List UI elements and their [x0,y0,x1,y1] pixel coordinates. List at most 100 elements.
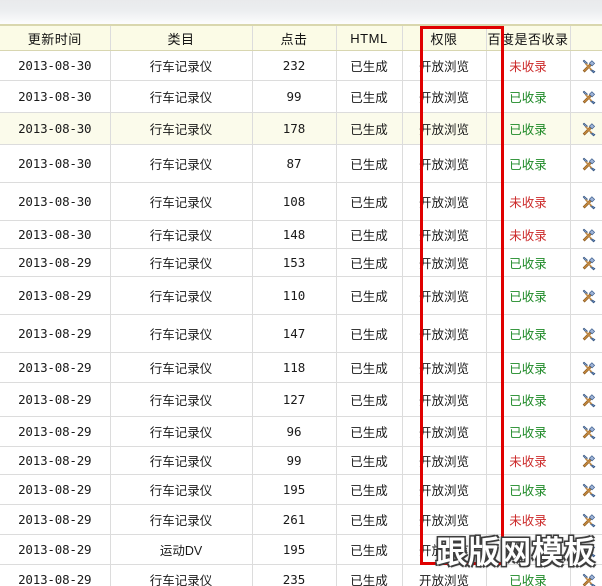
cell-permission: 开放浏览 [402,474,487,505]
column-header-clicks[interactable]: 点击 [252,26,337,51]
cell-html-status: 已生成 [336,474,403,505]
table-row[interactable]: 2013-08-30 行车记录仪 232 已生成 开放浏览 未收录 [0,50,602,81]
table-row[interactable]: 2013-08-30 行车记录仪 148 已生成 开放浏览 未收录 [0,220,602,249]
tools-icon[interactable] [581,360,597,376]
cell-category[interactable]: 运动DV [110,534,253,565]
cell-permission: 开放浏览 [402,534,487,565]
tools-icon[interactable] [581,326,597,342]
cell-operations [570,352,602,383]
cell-category[interactable]: 行车记录仪 [110,112,253,145]
tools-icon[interactable] [581,156,597,172]
tools-icon[interactable] [581,58,597,74]
cell-category[interactable]: 行车记录仪 [110,352,253,383]
cell-html-status: 已生成 [336,534,403,565]
cell-baidu-indexed: 已收录 [486,112,571,145]
cell-update-time: 2013-08-29 [0,352,111,383]
cell-baidu-indexed: 已收录 [486,564,571,586]
table-row[interactable]: 2013-08-29 行车记录仪 235 已生成 开放浏览 已收录 [0,564,602,586]
cell-category[interactable]: 行车记录仪 [110,314,253,353]
tools-icon[interactable] [581,194,597,210]
cell-baidu-indexed: 已收录 [486,248,571,277]
table-top-rule [0,24,602,26]
cell-operations [570,276,602,315]
cell-category[interactable]: 行车记录仪 [110,248,253,277]
column-header-category[interactable]: 类目 [110,26,253,51]
column-header-permission[interactable]: 权限 [402,26,487,51]
table-row[interactable]: 2013-08-29 行车记录仪 99 已生成 开放浏览 未收录 [0,446,602,475]
operations-group [571,121,602,137]
table-row[interactable]: 2013-08-29 行车记录仪 110 已生成 开放浏览 已收录 [0,276,602,315]
cell-operations [570,248,602,277]
tools-icon[interactable] [581,121,597,137]
tools-icon[interactable] [581,572,597,586]
table-row[interactable]: 2013-08-30 行车记录仪 87 已生成 开放浏览 已收录 [0,144,602,183]
cell-category[interactable]: 行车记录仪 [110,564,253,586]
cell-category[interactable]: 行车记录仪 [110,504,253,535]
cell-update-time: 2013-08-30 [0,220,111,249]
cell-baidu-indexed: 未收录 [486,182,571,221]
cell-category[interactable]: 行车记录仪 [110,80,253,113]
cell-baidu-indexed: 未收录 [486,504,571,535]
column-header-baidu_indexed[interactable]: 百度是否收录 [486,26,571,51]
tools-icon[interactable] [581,482,597,498]
table-row[interactable]: 2013-08-30 行车记录仪 99 已生成 开放浏览 已收录 [0,80,602,113]
tools-icon[interactable] [581,512,597,528]
cell-permission: 开放浏览 [402,446,487,475]
table-row[interactable]: 2013-08-29 行车记录仪 147 已生成 开放浏览 已收录 [0,314,602,353]
tools-icon[interactable] [581,424,597,440]
table-row[interactable]: 2013-08-29 运动DV 195 已生成 开放浏览 [0,534,602,565]
cell-baidu-indexed: 已收录 [486,474,571,505]
table-row[interactable]: 2013-08-29 行车记录仪 261 已生成 开放浏览 未收录 [0,504,602,535]
tools-icon[interactable] [581,392,597,408]
cell-category[interactable]: 行车记录仪 [110,276,253,315]
cell-html-status: 已生成 [336,276,403,315]
cell-category[interactable]: 行车记录仪 [110,382,253,417]
table-row[interactable]: 2013-08-29 行车记录仪 153 已生成 开放浏览 已收录 [0,248,602,277]
cell-update-time: 2013-08-29 [0,248,111,277]
cell-category[interactable]: 行车记录仪 [110,220,253,249]
cell-category[interactable]: 行车记录仪 [110,416,253,447]
table-row[interactable]: 2013-08-29 行车记录仪 127 已生成 开放浏览 已收录 [0,382,602,417]
cell-clicks: 235 [252,564,337,586]
cell-baidu-indexed: 已收录 [486,416,571,447]
tools-icon[interactable] [581,255,597,271]
column-header-html[interactable]: HTML [336,26,403,51]
cell-category[interactable]: 行车记录仪 [110,182,253,221]
table-row[interactable]: 2013-08-29 行车记录仪 118 已生成 开放浏览 已收录 [0,352,602,383]
cell-html-status: 已生成 [336,182,403,221]
table-row[interactable]: 2013-08-29 行车记录仪 195 已生成 开放浏览 已收录 [0,474,602,505]
column-header-update_time[interactable]: 更新时间 [0,26,111,51]
table-row[interactable]: 2013-08-30 行车记录仪 108 已生成 开放浏览 未收录 [0,182,602,221]
cell-operations [570,50,602,81]
cell-permission: 开放浏览 [402,276,487,315]
operations-group [571,482,602,498]
baidu-index-status-badge: 已收录 [509,123,547,137]
baidu-index-status-badge: 已收录 [509,394,547,408]
column-header-operations[interactable]: 操作 [570,26,602,51]
table-row[interactable]: 2013-08-29 行车记录仪 96 已生成 开放浏览 已收录 [0,416,602,447]
baidu-index-status-badge: 未收录 [509,514,547,528]
cell-category[interactable]: 行车记录仪 [110,50,253,81]
tools-icon[interactable] [581,288,597,304]
cell-baidu-indexed: 已收录 [486,144,571,183]
tools-icon[interactable] [581,89,597,105]
cell-category[interactable]: 行车记录仪 [110,446,253,475]
tools-icon[interactable] [581,542,597,558]
operations-group [571,572,602,586]
cell-permission: 开放浏览 [402,314,487,353]
tools-icon[interactable] [581,453,597,469]
cell-baidu-indexed: 已收录 [486,314,571,353]
tools-icon[interactable] [581,227,597,243]
table-row[interactable]: 2013-08-30 行车记录仪 178 已生成 开放浏览 已收录 [0,112,602,145]
cell-html-status: 已生成 [336,248,403,277]
cell-baidu-indexed: 已收录 [486,352,571,383]
cell-category[interactable]: 行车记录仪 [110,144,253,183]
baidu-index-status-badge: 已收录 [509,328,547,342]
cell-operations [570,416,602,447]
table-body: 2013-08-30 行车记录仪 232 已生成 开放浏览 未收录 2013-08-30 行车… [0,50,602,586]
cell-clicks: 87 [252,144,337,183]
cell-category[interactable]: 行车记录仪 [110,474,253,505]
cell-html-status: 已生成 [336,382,403,417]
cell-baidu-indexed: 未收录 [486,50,571,81]
cell-html-status: 已生成 [336,112,403,145]
